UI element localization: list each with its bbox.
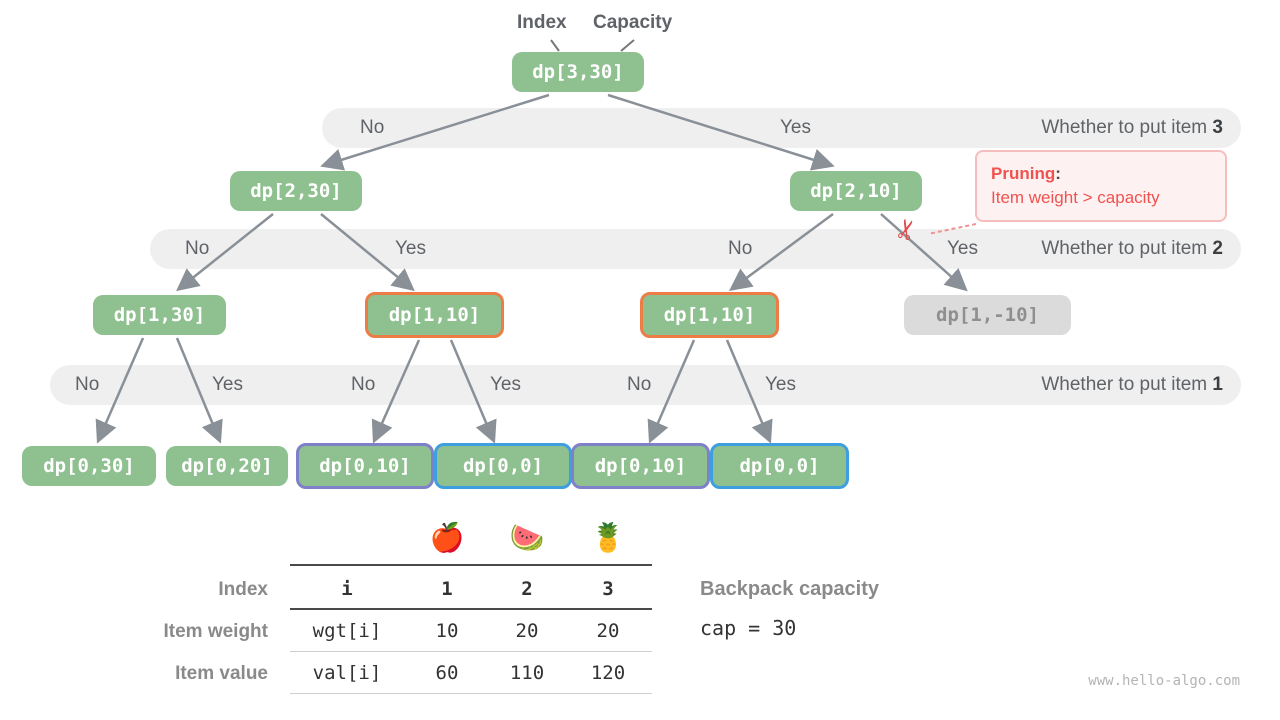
- pruning-callout: Pruning: Item weight > capacity: [975, 150, 1227, 222]
- node-dp-0-10-left: dp[0,10]: [296, 443, 434, 489]
- band-item-3: No Yes Whether to put item 3: [322, 108, 1241, 148]
- node-dp-0-30: dp[0,30]: [22, 446, 156, 486]
- table-cell: 110: [509, 662, 545, 684]
- table-cell: 10: [435, 620, 459, 642]
- decision-yes: Yes: [212, 374, 243, 395]
- decision-no: No: [351, 374, 376, 395]
- node-dp-1-30: dp[1,30]: [93, 295, 226, 335]
- decision-no: No: [75, 374, 100, 395]
- node-dp-3-30: dp[3,30]: [512, 52, 644, 92]
- node-dp-1-10-right: dp[1,10]: [640, 292, 779, 338]
- table-cell: 20: [596, 620, 620, 642]
- table-cell: 1: [441, 578, 453, 600]
- decision-yes: Yes: [947, 238, 978, 259]
- node-dp-0-10-right: dp[0,10]: [571, 443, 710, 489]
- table-cell: wgt[i]: [312, 620, 382, 642]
- band-label-item: 1: [1212, 374, 1223, 395]
- index-label: Index: [517, 12, 567, 33]
- band-item-1: No Yes No Yes No Yes Whether to put item…: [50, 365, 1241, 405]
- table-cell: 2: [521, 578, 533, 600]
- band-label-item: 3: [1212, 117, 1223, 138]
- pruning-colon: :: [1055, 164, 1061, 183]
- node-dp-1-10-left: dp[1,10]: [365, 292, 504, 338]
- decision-yes: Yes: [780, 117, 811, 138]
- watermark: www.hello-algo.com: [1088, 673, 1240, 689]
- pineapple-icon: 🍍: [590, 522, 626, 553]
- band-label: Whether to put item 1: [1041, 374, 1223, 396]
- band-item-2: No Yes No Yes Whether to put item 2: [150, 229, 1241, 269]
- table-cell: 20: [515, 620, 539, 642]
- pruning-text: Item weight > capacity: [991, 188, 1160, 207]
- watermelon-icon: 🍉: [509, 522, 545, 553]
- node-dp-2-30: dp[2,30]: [230, 171, 362, 211]
- table-rule-row2: [290, 693, 652, 694]
- decision-no: No: [627, 374, 652, 395]
- decision-no: No: [185, 238, 210, 259]
- table-rule-header: [290, 608, 652, 610]
- table-cell: 60: [435, 662, 459, 684]
- band-label-item: 2: [1212, 238, 1223, 259]
- table-cell: 120: [590, 662, 626, 684]
- backpack-capacity-value: cap = 30: [700, 616, 797, 640]
- decision-no: No: [728, 238, 753, 259]
- table-cell: i: [341, 578, 353, 600]
- row-label-index: Index: [218, 579, 268, 600]
- band-label-text: Whether to put item: [1041, 238, 1208, 259]
- backpack-capacity-label: Backpack capacity: [700, 578, 880, 600]
- node-dp-0-0-left: dp[0,0]: [434, 443, 572, 489]
- node-dp-2-10: dp[2,10]: [790, 171, 922, 211]
- pruning-title: Pruning: [991, 164, 1056, 183]
- decision-yes: Yes: [765, 374, 796, 395]
- decision-no: No: [360, 117, 385, 138]
- decision-yes: Yes: [490, 374, 521, 395]
- row-label-value: Item value: [175, 663, 268, 684]
- node-dp-0-20: dp[0,20]: [166, 446, 288, 486]
- capacity-label: Capacity: [593, 12, 673, 33]
- decision-yes: Yes: [395, 238, 426, 259]
- node-dp-0-0-right: dp[0,0]: [710, 443, 849, 489]
- table-rule-row1: [290, 651, 652, 652]
- band-label-text: Whether to put item: [1041, 117, 1208, 138]
- node-dp-1-neg10-pruned: dp[1,-10]: [904, 295, 1071, 335]
- table-cell: 3: [602, 578, 614, 600]
- table-rule-top: [290, 564, 652, 566]
- band-label-text: Whether to put item: [1041, 374, 1208, 395]
- band-label: Whether to put item 2: [1041, 238, 1223, 260]
- row-label-weight: Item weight: [163, 621, 268, 642]
- table-cell: val[i]: [312, 662, 382, 684]
- band-label: Whether to put item 3: [1041, 117, 1223, 139]
- apple-icon: 🍎: [429, 522, 465, 553]
